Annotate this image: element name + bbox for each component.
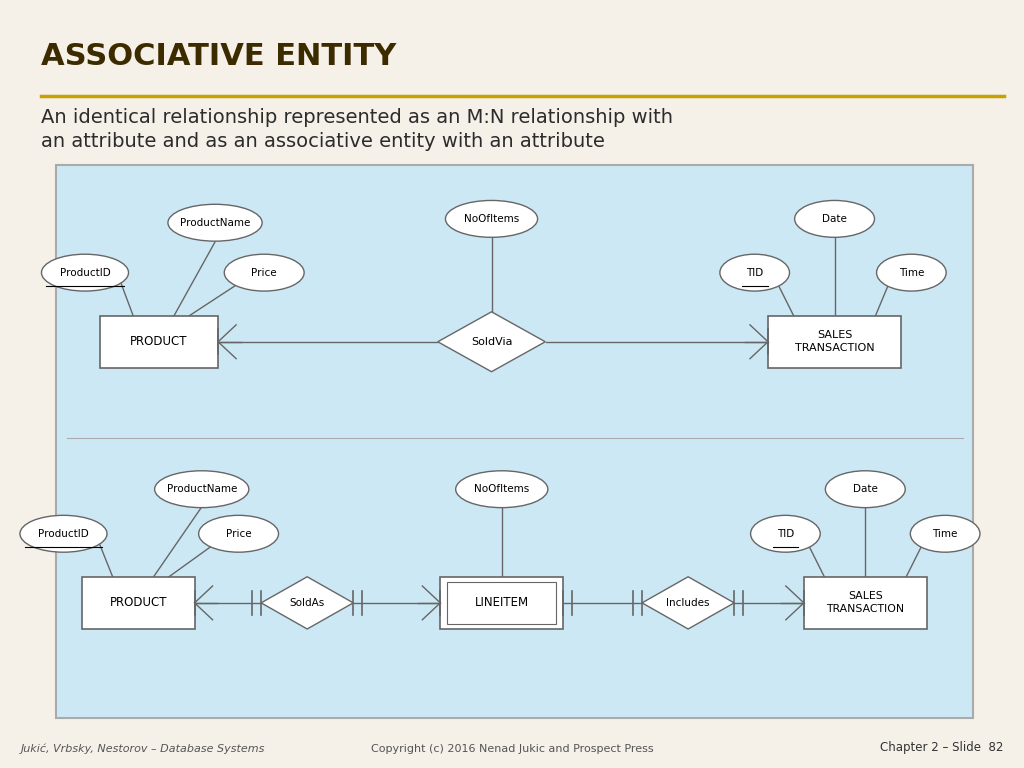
Text: Price: Price: [251, 267, 278, 278]
Text: Jukić, Vrbsky, Nestorov – Database Systems: Jukić, Vrbsky, Nestorov – Database Syste…: [20, 743, 265, 754]
Text: ProductName: ProductName: [180, 217, 250, 228]
Ellipse shape: [445, 200, 538, 237]
Polygon shape: [438, 312, 545, 372]
Text: TID: TID: [777, 528, 794, 539]
Text: ASSOCIATIVE ENTITY: ASSOCIATIVE ENTITY: [41, 42, 396, 71]
Polygon shape: [642, 577, 734, 629]
FancyBboxPatch shape: [440, 577, 563, 629]
Text: SoldVia: SoldVia: [471, 336, 512, 347]
Ellipse shape: [41, 254, 129, 291]
Text: TID: TID: [746, 267, 763, 278]
Polygon shape: [261, 577, 353, 629]
FancyBboxPatch shape: [100, 316, 218, 368]
Text: Chapter 2 – Slide  82: Chapter 2 – Slide 82: [881, 741, 1004, 754]
Ellipse shape: [199, 515, 279, 552]
Text: Copyright (c) 2016 Nenad Jukic and Prospect Press: Copyright (c) 2016 Nenad Jukic and Prosp…: [371, 744, 653, 754]
Text: NoOfItems: NoOfItems: [464, 214, 519, 224]
Ellipse shape: [910, 515, 980, 552]
Text: PRODUCT: PRODUCT: [110, 597, 167, 609]
Text: NoOfItems: NoOfItems: [474, 484, 529, 495]
Ellipse shape: [720, 254, 790, 291]
Text: Date: Date: [853, 484, 878, 495]
Text: Time: Time: [933, 528, 957, 539]
Text: Price: Price: [225, 528, 252, 539]
Ellipse shape: [19, 515, 108, 552]
Text: an attribute and as an associative entity with an attribute: an attribute and as an associative entit…: [41, 132, 605, 151]
Text: An identical relationship represented as an M:N relationship with: An identical relationship represented as…: [41, 108, 673, 127]
Text: ProductName: ProductName: [167, 484, 237, 495]
Text: Includes: Includes: [667, 598, 710, 608]
Ellipse shape: [168, 204, 262, 241]
Ellipse shape: [224, 254, 304, 291]
Text: ProductID: ProductID: [38, 528, 89, 539]
Text: Date: Date: [822, 214, 847, 224]
Text: SALES
TRANSACTION: SALES TRANSACTION: [826, 591, 904, 614]
Text: SoldAs: SoldAs: [290, 598, 325, 608]
FancyBboxPatch shape: [82, 577, 195, 629]
Text: Time: Time: [899, 267, 924, 278]
Ellipse shape: [877, 254, 946, 291]
FancyBboxPatch shape: [804, 577, 927, 629]
FancyBboxPatch shape: [768, 316, 901, 368]
Text: ProductID: ProductID: [59, 267, 111, 278]
Text: SALES
TRANSACTION: SALES TRANSACTION: [795, 330, 874, 353]
FancyBboxPatch shape: [56, 165, 973, 718]
Ellipse shape: [795, 200, 874, 237]
Ellipse shape: [825, 471, 905, 508]
Text: PRODUCT: PRODUCT: [130, 336, 187, 348]
Ellipse shape: [751, 515, 820, 552]
Text: LINEITEM: LINEITEM: [475, 597, 528, 609]
Ellipse shape: [456, 471, 548, 508]
Ellipse shape: [155, 471, 249, 508]
